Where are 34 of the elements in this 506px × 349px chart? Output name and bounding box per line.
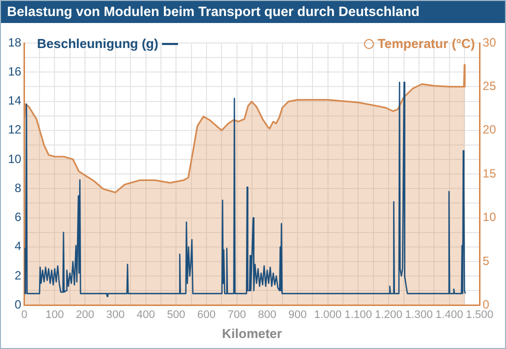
x-tick-label: 600 xyxy=(197,308,216,321)
y2-tick-label: 25 xyxy=(482,79,496,94)
x-tick-label: 700 xyxy=(228,308,246,321)
y-tick-label: 8 xyxy=(14,180,22,195)
legend-label: Temperatur (°C) xyxy=(378,36,475,51)
x-tick-label: 400 xyxy=(136,308,155,321)
x-tick-label: 800 xyxy=(258,308,276,321)
text: Beschleunigung (g) xyxy=(37,36,158,51)
x-tick-label: 900 xyxy=(288,308,307,321)
y-tick-label: 6 xyxy=(14,210,22,224)
y-tick-label: 4 xyxy=(14,239,22,254)
x-tick-label: 1.300 xyxy=(405,308,433,321)
x-tick-label: 500 xyxy=(166,308,186,321)
x-tick-label: 1.200 xyxy=(374,308,402,321)
y2-tick-label: 15 xyxy=(482,166,496,180)
y-tick-label: 18 xyxy=(8,35,22,50)
y-tick-label: 16 xyxy=(8,64,22,78)
y-tick-label: 14 xyxy=(8,94,22,108)
x-tick-label: 100 xyxy=(46,308,64,321)
x-tick-label: 1.000 xyxy=(314,308,342,321)
y2-tick-label: 20 xyxy=(482,122,496,137)
y-tick-label: 2 xyxy=(14,268,22,282)
y2-tick-label: 10 xyxy=(482,210,496,224)
y2-tick-label: 5 xyxy=(482,254,490,268)
x-tick-label: 300 xyxy=(106,308,125,321)
chart-title: Belastung von Modulen beim Transport quer durch Deutschland xyxy=(1,1,505,23)
y-tick-label: 10 xyxy=(8,152,22,166)
y2-tick-label: 30 xyxy=(482,35,496,50)
y-tick-label: 12 xyxy=(8,122,22,137)
x-tick-label: 200 xyxy=(76,308,94,321)
y-tick-label: 0 xyxy=(14,298,22,312)
x-tick-label: 1.100 xyxy=(344,308,372,321)
x-axis-title: Kilometer xyxy=(222,326,282,341)
x-tick-label: 1.400 xyxy=(436,308,464,321)
